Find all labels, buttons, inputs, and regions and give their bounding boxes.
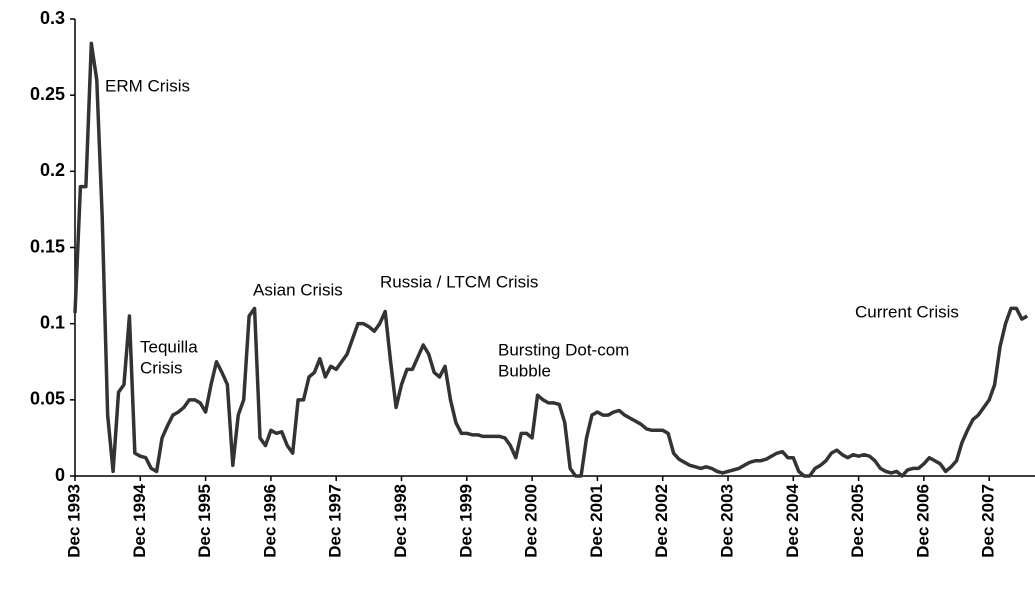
y-tick-label: 0.15 [30,236,65,256]
x-tick-label: Dec 1994 [130,483,149,557]
annotation: Russia / LTCM Crisis [380,272,538,291]
x-tick-label: Dec 1999 [456,484,475,558]
series-line [73,41,1029,478]
x-tick-label: Dec 1996 [260,484,279,558]
annotation: Current Crisis [855,302,959,321]
y-tick-label: 0 [55,465,65,485]
x-tick-label: Dec 2003 [717,484,736,558]
x-tick-label: Dec 1998 [391,484,410,558]
x-tick-label: Dec 1995 [195,484,214,558]
x-tick-label: Dec 2004 [783,483,802,557]
x-tick-label: Dec 2001 [587,484,606,558]
annotation: Bubble [498,361,551,380]
annotation: Bursting Dot-com [498,340,629,359]
annotation: ERM Crisis [105,76,190,95]
y-tick-label: 0.25 [30,84,65,104]
y-tick-label: 0.2 [40,160,65,180]
x-tick-label: Dec 2002 [652,484,671,558]
x-tick-label: Dec 2007 [979,484,998,558]
annotation: Tequilla [140,337,198,356]
x-tick-label: Dec 1997 [326,484,345,558]
y-tick-label: 0.1 [40,312,65,332]
annotation: Crisis [140,358,183,377]
x-tick-label: Dec 2000 [522,484,541,558]
x-tick-label: Dec 2006 [913,484,932,558]
y-tick-label: 0.3 [40,8,65,28]
y-tick-label: 0.05 [30,389,65,409]
x-tick-label: Dec 2005 [848,484,867,558]
annotation: Asian Crisis [253,280,343,299]
x-tick-label: Dec 1993 [64,484,83,558]
